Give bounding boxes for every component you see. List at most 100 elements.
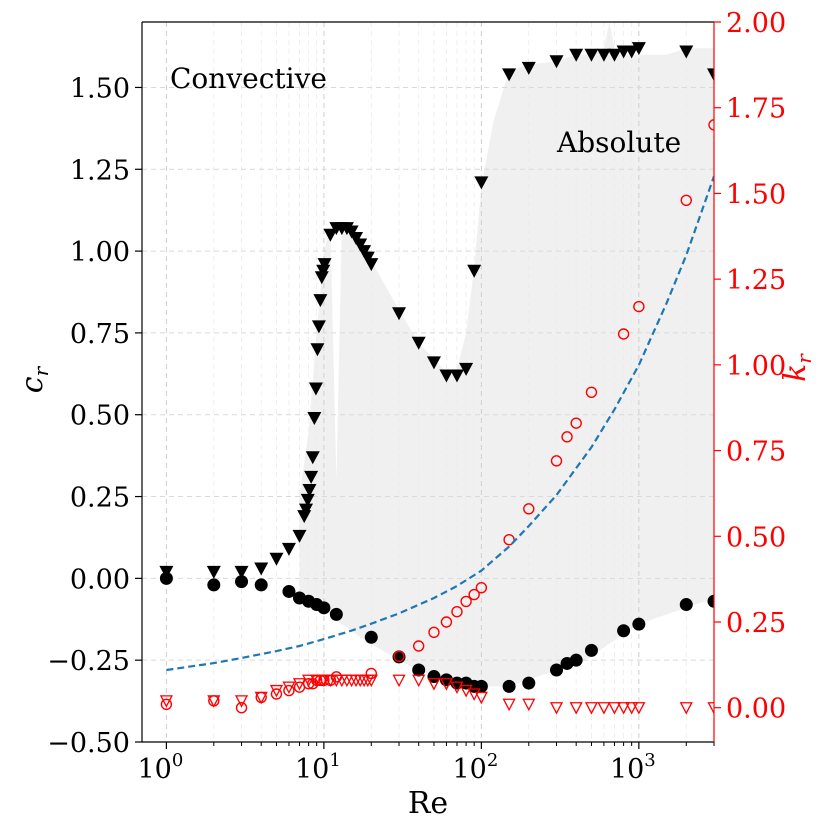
cr-circle-point xyxy=(617,624,631,638)
cr-triangle-point xyxy=(569,48,584,62)
cr-triangle-point xyxy=(426,356,441,370)
right-tick-label: 2.00 xyxy=(726,8,786,39)
kr-circle-point xyxy=(160,698,173,710)
kr-fit-line xyxy=(166,175,714,672)
cr-triangle-point xyxy=(323,228,338,242)
kr-triangle-point xyxy=(317,674,331,688)
cr-circle-point xyxy=(474,679,488,693)
cr-triangle-point xyxy=(292,529,307,543)
cr-circle-point xyxy=(679,598,693,612)
kr-triangle-point xyxy=(569,702,583,715)
cr-triangle-point xyxy=(549,55,564,69)
series-4 xyxy=(166,175,714,672)
cr-triangle-point xyxy=(206,565,221,579)
axes-layer: 100 101 102 103 −0.50 −0.25 0.00 0.25 0.50 0.75 1.… xyxy=(47,8,786,785)
cr-circle-point xyxy=(329,607,343,621)
cr-circle-point xyxy=(282,584,296,598)
right-tick-label: 0.75 xyxy=(726,437,786,468)
left-tick-label: 1.50 xyxy=(70,73,130,104)
kr-triangle-point xyxy=(254,691,268,705)
kr-circle-point xyxy=(428,626,440,638)
cr-triangle-point xyxy=(392,307,407,321)
cr-triangle-point xyxy=(439,369,454,383)
cr-triangle-point xyxy=(314,271,329,285)
kr-circle-point xyxy=(460,595,472,608)
kr-circle-point xyxy=(475,582,488,594)
annotation-convective: Convective xyxy=(170,62,327,95)
cr-triangle-point xyxy=(302,484,317,497)
cr-triangle-point xyxy=(364,258,379,272)
cr-triangle-point xyxy=(631,42,646,56)
left-tick-label: −0.25 xyxy=(47,646,130,677)
cr-circle-point xyxy=(207,578,221,592)
kr-triangle-point xyxy=(450,681,464,695)
annotation-absolute: Absolute xyxy=(556,126,681,159)
cr-circle-point xyxy=(550,663,564,677)
kr-circle-point xyxy=(440,616,453,628)
kr-triangle-point xyxy=(392,674,406,688)
x-tick-label: 100 xyxy=(137,750,183,785)
cr-triangle-point xyxy=(467,264,482,278)
absolute-region-shading xyxy=(299,22,714,687)
cr-triangle-point xyxy=(584,48,599,62)
cr-triangle-point xyxy=(449,369,464,383)
cr-triangle-point xyxy=(474,176,489,190)
series-layer xyxy=(159,42,714,715)
cr-triangle-point xyxy=(624,45,639,59)
series-clip-group xyxy=(159,42,714,715)
cr-circle-point xyxy=(412,663,426,677)
cr-triangle-point xyxy=(411,336,426,350)
kr-circle-point xyxy=(561,431,573,443)
x-tick-label: 102 xyxy=(452,750,498,785)
cr-triangle-point xyxy=(607,48,622,62)
kr-circle-point xyxy=(451,606,463,618)
x-tick-label: 103 xyxy=(610,750,656,785)
right-tick-label: 0.50 xyxy=(726,522,786,553)
cr-triangle-point xyxy=(353,238,368,252)
cr-triangle-point xyxy=(707,68,714,82)
kr-triangle-point xyxy=(459,684,473,698)
kr-triangle-point xyxy=(597,702,611,715)
cr-triangle-point xyxy=(344,225,359,239)
kr-circle-point xyxy=(393,650,405,662)
kr-triangle-point xyxy=(269,684,284,698)
kr-circle-point xyxy=(283,684,295,697)
kr-circle-point xyxy=(570,417,582,429)
left-tick-label: −0.50 xyxy=(47,728,130,759)
cr-triangle-point xyxy=(300,493,315,507)
kr-triangle-point xyxy=(522,698,536,712)
kr-triangle-point xyxy=(502,698,516,712)
kr-circle-point xyxy=(680,194,692,206)
right-tick-label: 1.00 xyxy=(726,351,786,382)
kr-triangle-point xyxy=(159,695,173,708)
kr-triangle-point xyxy=(292,678,307,691)
cr-circle-point xyxy=(317,601,331,615)
right-tick-label: 1.25 xyxy=(726,265,786,296)
kr-triangle-point xyxy=(632,702,646,715)
cr-circle-point xyxy=(235,575,249,589)
kr-circle-point xyxy=(235,702,248,714)
left-tick-label: 0.50 xyxy=(70,401,130,432)
cr-circle-point xyxy=(502,679,516,693)
cr-triangle-point xyxy=(349,232,364,245)
cr-circle-point xyxy=(584,643,598,657)
cr-triangle-point xyxy=(310,343,325,357)
kr-circle-point xyxy=(550,455,563,467)
kr-triangle-point xyxy=(302,674,316,688)
left-axis-label: cr xyxy=(15,365,53,393)
cr-triangle-point xyxy=(304,470,319,484)
right-tick-label: 0.00 xyxy=(726,694,786,725)
right-tick-label: 1.75 xyxy=(726,94,786,125)
kr-triangle-point xyxy=(707,702,714,715)
cr-triangle-point xyxy=(313,294,328,308)
kr-circle-point xyxy=(523,503,535,515)
left-tick-label: 0.25 xyxy=(70,483,130,514)
right-tick-label: 1.50 xyxy=(726,179,786,210)
right-tick-label: 0.25 xyxy=(726,608,786,639)
cr-triangle-point xyxy=(281,542,296,556)
left-tick-label: 0.75 xyxy=(70,319,130,350)
kr-triangle-point xyxy=(207,695,221,708)
shaded-region-layer xyxy=(299,22,714,687)
kr-triangle-point xyxy=(439,678,454,691)
series-3 xyxy=(159,674,714,715)
